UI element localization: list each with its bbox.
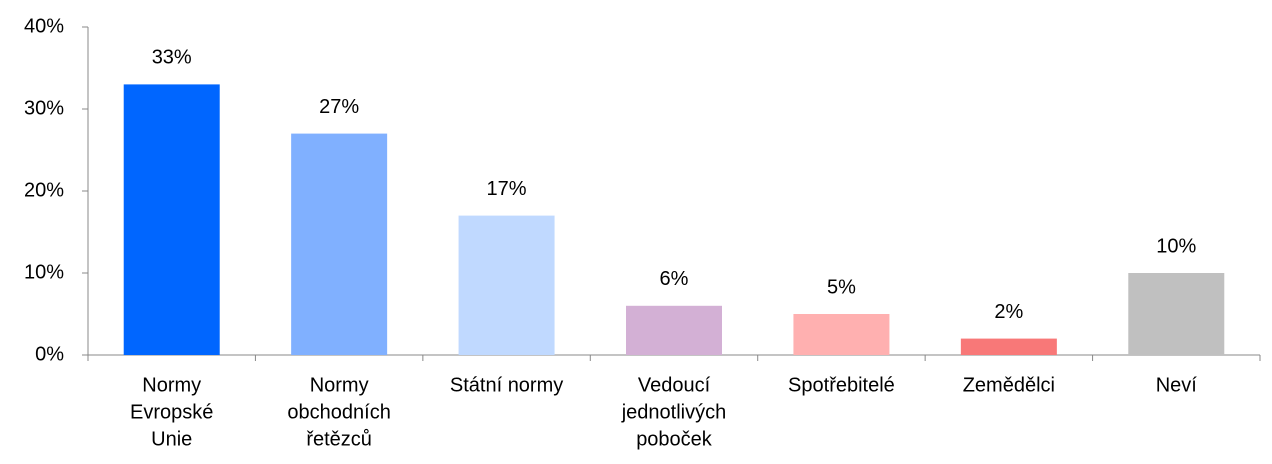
x-tick-label: Státní normy [450, 374, 563, 396]
y-tick-label: 20% [24, 179, 64, 201]
x-tick-label: obchodních [287, 401, 390, 423]
y-tick-label: 30% [24, 97, 64, 119]
y-tick-label: 0% [35, 343, 64, 365]
bar [458, 215, 555, 355]
bar [960, 338, 1057, 355]
x-tick-label: Spotřebitelé [788, 374, 895, 396]
bar [1128, 273, 1225, 355]
x-tick-label: Neví [1156, 374, 1198, 396]
data-label: 2% [994, 301, 1023, 323]
data-label: 33% [152, 47, 192, 69]
x-tick-label: Normy [142, 374, 201, 396]
data-label: 17% [487, 178, 527, 200]
y-tick-label: 10% [24, 261, 64, 283]
x-tick-label: řetězců [306, 428, 372, 450]
x-tick-label: jednotlivých [621, 401, 727, 423]
x-tick-label: Zemědělci [963, 374, 1055, 396]
x-tick-label: Normy [310, 374, 369, 396]
bar [626, 305, 722, 355]
x-tick-label: Evropské [130, 401, 213, 423]
x-tick-label: Unie [151, 428, 192, 450]
y-tick-label: 40% [24, 15, 64, 37]
bar [793, 314, 890, 355]
data-label: 10% [1156, 235, 1196, 257]
data-label: 27% [319, 96, 359, 118]
bar [291, 133, 388, 355]
data-label: 5% [827, 276, 856, 298]
x-tick-label: poboček [636, 428, 713, 450]
x-tick-label: Vedoucí [638, 374, 711, 396]
data-label: 6% [660, 268, 689, 290]
bar [123, 84, 220, 356]
